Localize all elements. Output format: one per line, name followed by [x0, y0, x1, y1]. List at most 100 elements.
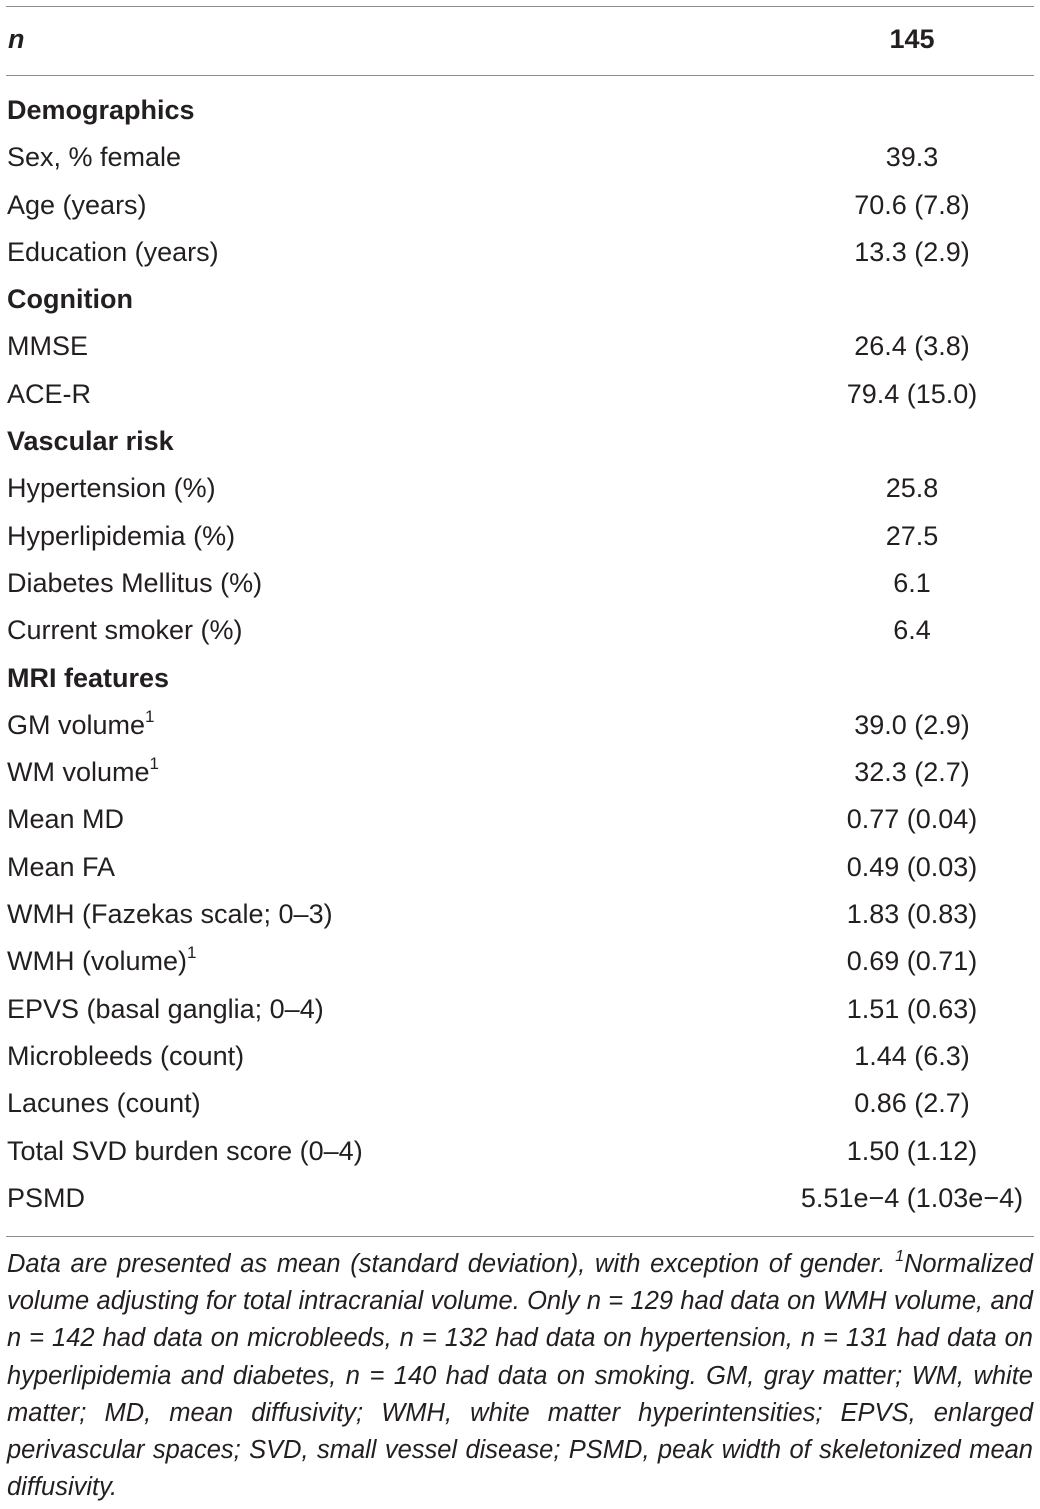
- table-row: Education (years) 13.3 (2.9): [0, 232, 1040, 279]
- row-label: Mean MD: [7, 799, 124, 839]
- table-footnote: Data are presented as mean (standard dev…: [7, 1246, 1033, 1506]
- table-row: WMH (Fazekas scale; 0–3) 1.83 (0.83): [0, 894, 1040, 941]
- footnote-text: Normalized volume adjusting for total in…: [7, 1250, 1033, 1502]
- row-label-text: Vascular risk: [7, 426, 174, 457]
- table-row: PSMD 5.51e−4 (1.03e−4): [0, 1178, 1040, 1225]
- row-label-text: Lacunes (count): [7, 1088, 201, 1119]
- row-label-text: MMSE: [7, 331, 88, 362]
- row-value: 70.6 (7.8): [854, 189, 970, 220]
- row-value: 5.51e−4 (1.03e−4): [800, 1182, 1024, 1213]
- row-value: 6.4: [893, 615, 931, 646]
- row-value: 0.49 (0.03): [846, 851, 978, 882]
- row-label-text: WMH (Fazekas scale; 0–3): [7, 899, 333, 930]
- row-label: Age (years): [7, 185, 147, 225]
- row-value: 32.3 (2.7): [854, 757, 970, 788]
- row-label: Lacunes (count): [7, 1083, 201, 1123]
- section-label: Demographics: [7, 90, 195, 130]
- row-value: 0.86 (2.7): [854, 1088, 970, 1119]
- table-row: Diabetes Mellitus (%) 6.1: [0, 563, 1040, 610]
- row-label: Education (years): [7, 232, 219, 272]
- row-label: WM volume1: [7, 752, 159, 792]
- row-value: 1.51 (0.63): [846, 993, 978, 1024]
- row-label-text: Diabetes Mellitus (%): [7, 567, 263, 598]
- row-label-text: Cognition: [7, 284, 133, 315]
- row-label-text: Hyperlipidemia (%): [7, 520, 236, 551]
- footnote-marker: 1: [187, 943, 197, 963]
- row-label: MMSE: [7, 326, 88, 366]
- row-label-text: Mean MD: [7, 804, 125, 835]
- row-label-text: Sex, % female: [7, 142, 182, 173]
- row-label-text: Total SVD burden score (0–4): [7, 1135, 363, 1166]
- row-value: 1.83 (0.83): [846, 899, 978, 930]
- table-row: Hypertension (%) 25.8: [0, 468, 1040, 515]
- row-label-text: Demographics: [7, 95, 195, 125]
- row-value: 6.1: [893, 567, 931, 598]
- row-label-text: ACE-R: [7, 378, 92, 409]
- section-label: MRI features: [7, 658, 169, 698]
- header-n-value: 145: [889, 24, 935, 54]
- row-label: Mean FA: [7, 847, 115, 887]
- row-label-text: GM volume: [7, 709, 146, 740]
- table-bottom-rule: [6, 1236, 1034, 1237]
- table-row: ACE-R 79.4 (15.0): [0, 374, 1040, 421]
- row-label-text: Hypertension (%): [7, 473, 216, 504]
- row-label-text: WMH (volume): [7, 946, 187, 977]
- footnote-superscript: 1: [895, 1248, 905, 1265]
- footnote-marker: 1: [145, 706, 155, 726]
- row-label-text: PSMD: [7, 1182, 86, 1213]
- row-label: WMH (volume)1: [7, 941, 196, 981]
- table-row: WM volume1 32.3 (2.7): [0, 752, 1040, 799]
- row-value: 39.0 (2.9): [854, 709, 970, 740]
- section-header-row: Demographics: [0, 90, 1040, 137]
- row-value: 39.3: [885, 142, 939, 173]
- row-value: 1.44 (6.3): [854, 1040, 970, 1071]
- row-label-text: Current smoker (%): [7, 615, 243, 646]
- row-label: EPVS (basal ganglia; 0–4): [7, 989, 324, 1029]
- row-value: 79.4 (15.0): [846, 378, 978, 409]
- table-header-row: n 145: [0, 24, 1040, 60]
- table-row: Mean FA 0.49 (0.03): [0, 847, 1040, 894]
- row-label: WMH (Fazekas scale; 0–3): [7, 894, 333, 934]
- section-header-row: Cognition: [0, 279, 1040, 326]
- table-row: Hyperlipidemia (%) 27.5: [0, 516, 1040, 563]
- row-value: 25.8: [885, 473, 939, 504]
- row-value: 1.50 (1.12): [846, 1135, 978, 1166]
- section-header-row: MRI features: [0, 658, 1040, 705]
- row-label: Sex, % female: [7, 137, 181, 177]
- table-row: Age (years) 70.6 (7.8): [0, 185, 1040, 232]
- table-row: Sex, % female 39.3: [0, 137, 1040, 184]
- row-value: 0.69 (0.71): [846, 946, 978, 977]
- row-label-text: Age (years): [7, 189, 147, 220]
- row-label: ACE-R: [7, 374, 91, 414]
- row-label: Total SVD burden score (0–4): [7, 1131, 363, 1171]
- table-header-rule: [6, 75, 1034, 76]
- row-label-text: MRI features: [7, 662, 170, 693]
- table-top-rule: [6, 6, 1034, 7]
- header-n-label: n: [8, 24, 25, 54]
- row-value: 0.77 (0.04): [846, 804, 978, 835]
- footnote-marker: 1: [149, 754, 159, 774]
- table-body: Demographics Sex, % female 39.3 Age (years)…: [0, 90, 1040, 1225]
- row-value: 26.4 (3.8): [854, 331, 970, 362]
- table-row: Microbleeds (count) 1.44 (6.3): [0, 1036, 1040, 1083]
- footnote-line-1: Data are presented as mean (standard dev…: [7, 1250, 886, 1278]
- row-label: Current smoker (%): [7, 610, 243, 650]
- row-value: 13.3 (2.9): [854, 236, 970, 267]
- table-row: Mean MD 0.77 (0.04): [0, 799, 1040, 846]
- table-row: WMH (volume)1 0.69 (0.71): [0, 941, 1040, 988]
- table-row: EPVS (basal ganglia; 0–4) 1.51 (0.63): [0, 989, 1040, 1036]
- table-row: Current smoker (%) 6.4: [0, 610, 1040, 657]
- row-label: GM volume1: [7, 705, 155, 745]
- table-row: GM volume1 39.0 (2.9): [0, 705, 1040, 752]
- row-label-text: WM volume: [7, 757, 150, 788]
- row-label-text: Education (years): [7, 236, 219, 267]
- row-label-text: Microbleeds (count): [7, 1040, 245, 1071]
- row-label-text: Mean FA: [7, 851, 116, 882]
- section-header-row: Vascular risk: [0, 421, 1040, 468]
- row-label: Hyperlipidemia (%): [7, 516, 235, 556]
- section-label: Vascular risk: [7, 421, 174, 461]
- row-label: PSMD: [7, 1178, 85, 1218]
- row-label: Microbleeds (count): [7, 1036, 244, 1076]
- table-row: Total SVD burden score (0–4) 1.50 (1.12): [0, 1131, 1040, 1178]
- row-value: 27.5: [885, 520, 939, 551]
